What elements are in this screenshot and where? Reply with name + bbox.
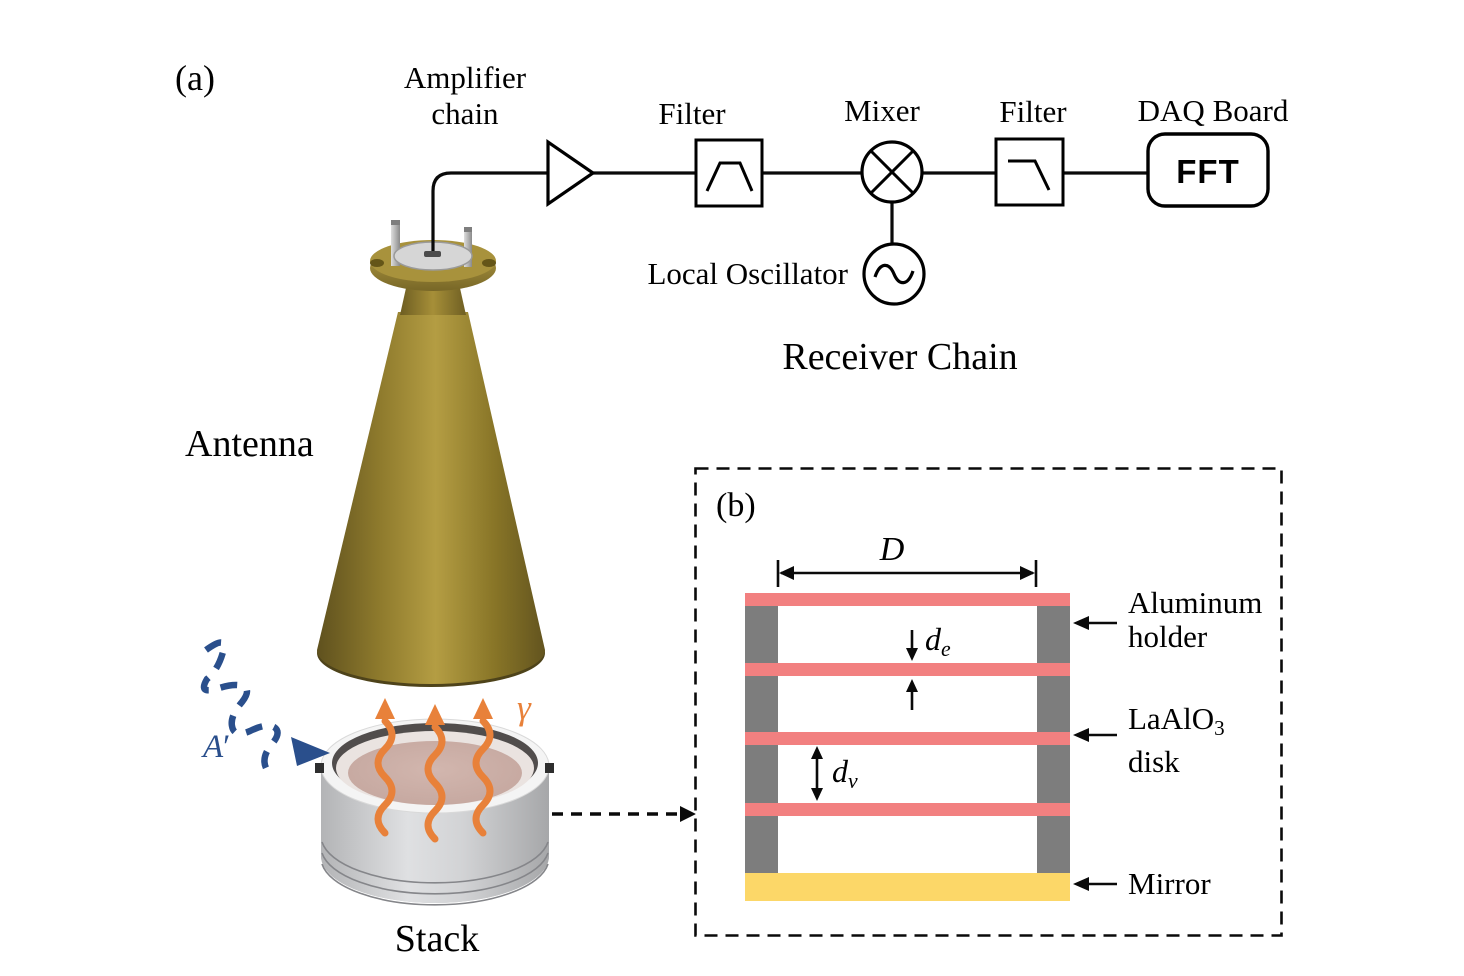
pin-cap-right: [464, 227, 472, 232]
daq-box: [1146, 132, 1270, 208]
stack-groove-3: [321, 863, 549, 906]
holder-arrowhead: [1073, 616, 1089, 630]
dv-sub: v: [848, 769, 858, 794]
de-base: d: [925, 621, 941, 657]
local-oscillator-label: Local Oscillator: [647, 256, 848, 291]
de-arrowhead-up: [906, 679, 918, 692]
horn-neck: [400, 288, 466, 315]
stack-groove-2: [321, 852, 549, 895]
stack-label: Stack: [394, 918, 480, 960]
dv-arrowhead-down: [811, 788, 823, 801]
bandpass-filter-box: [694, 138, 764, 208]
dielectric-disk-2: [745, 663, 1070, 676]
amplifier-label: Amplifier chain: [395, 60, 535, 132]
dv-base: d: [832, 753, 848, 789]
flange-hole-right: [482, 259, 496, 267]
holder-annotation-line1: Aluminum: [1128, 585, 1263, 620]
disk-annotation-base: LaAlO: [1128, 701, 1215, 736]
antenna-label: Antenna: [185, 423, 314, 465]
axion-symbol-prime: ′: [223, 729, 231, 765]
dim-arrowhead-right: [1020, 566, 1035, 580]
signal-wires: [431, 171, 1148, 251]
flange-pin-left: [391, 220, 400, 266]
lowpass-filter-glyph: [1008, 159, 1051, 191]
inset-connector: [552, 806, 696, 822]
photon-wave-2: [424, 723, 446, 843]
axion-symbol-base: A: [203, 729, 224, 765]
photon-arrowheads: [375, 698, 493, 725]
pin-cap-left: [391, 220, 400, 225]
connector-arrowhead: [680, 806, 696, 822]
dielectric-disk-3: [745, 732, 1070, 745]
de-sub: e: [941, 637, 951, 662]
receiver-chain-symbols: [546, 132, 1270, 306]
disk-annotation-line2: disk: [1128, 743, 1180, 779]
axion-wave-path: [200, 639, 281, 770]
receiver-chain-caption: Receiver Chain: [782, 336, 1018, 378]
inset-panel-graphics: [694, 467, 1283, 937]
diameter-dimension: [776, 560, 1038, 587]
amplifier-label-line1: Amplifier: [403, 60, 527, 95]
mirror-arrowhead: [1073, 877, 1089, 891]
waveguide-slot: [424, 251, 441, 257]
flange-pin-right: [464, 227, 472, 267]
dim-arrowhead-left: [779, 566, 794, 580]
horn-antenna: [317, 220, 545, 687]
photon-arrowhead-2: [425, 704, 445, 725]
photon-arrowhead-1: [375, 698, 395, 719]
panel-b-label: (b): [716, 487, 756, 524]
gap-dimension: [811, 746, 823, 801]
dielectric-disk-1: [745, 593, 1070, 606]
axion-arrow: [200, 639, 330, 770]
photon-wave-1: [374, 717, 396, 837]
de-arrowhead-down: [906, 648, 918, 661]
thickness-dimension: [906, 630, 918, 710]
filter2-label: Filter: [999, 94, 1067, 129]
amplifier-label-line2: chain: [431, 96, 499, 131]
filter1-label: Filter: [658, 96, 726, 131]
disk-annotation-line1: LaAlO3: [1128, 702, 1225, 745]
mixer-x2: [869, 149, 915, 195]
photon-arrowhead-3: [473, 698, 493, 719]
mirror-layer: [745, 873, 1070, 901]
stack-groove-1: [321, 841, 549, 884]
flange-hole-left: [370, 259, 384, 267]
annotation-arrows: [1086, 621, 1117, 886]
daq-label: DAQ Board: [1137, 93, 1289, 128]
holder-annotation-line2: holder: [1128, 619, 1208, 654]
disk-annotation-sub: 3: [1214, 715, 1225, 740]
photon-symbol-label: γ: [517, 688, 531, 727]
bandpass-filter-glyph: [705, 161, 754, 192]
rim-notch-right: [545, 763, 554, 773]
antenna-cable: [431, 171, 548, 251]
disk-thickness-symbol: de: [925, 621, 951, 662]
dv-arrowhead-up: [811, 746, 823, 759]
sine-glyph: [873, 263, 915, 285]
photon-wave-3: [472, 717, 494, 837]
mirror-annotation: Mirror: [1128, 866, 1211, 901]
fft-text: FFT: [1176, 153, 1240, 190]
disk-arrowhead: [1073, 728, 1089, 742]
diameter-symbol: D: [879, 531, 905, 568]
axion-arrowhead: [291, 737, 330, 766]
panel-a-label: (a): [175, 58, 215, 98]
dielectric-disk-4: [745, 803, 1070, 816]
horn-cone: [317, 312, 545, 684]
axion-symbol-label: A′: [203, 729, 230, 766]
gap-symbol: dv: [832, 753, 858, 794]
disk-annotation: LaAlO3 disk: [1128, 702, 1225, 779]
holder-annotation: Aluminum holder: [1128, 586, 1262, 654]
amplifier-symbol: [546, 138, 596, 208]
photon-arrows: [374, 717, 494, 843]
inset-border: [694, 467, 1283, 937]
rim-notch-left: [315, 763, 324, 773]
lowpass-filter-box: [994, 137, 1065, 207]
mixer-label: Mixer: [844, 93, 920, 128]
